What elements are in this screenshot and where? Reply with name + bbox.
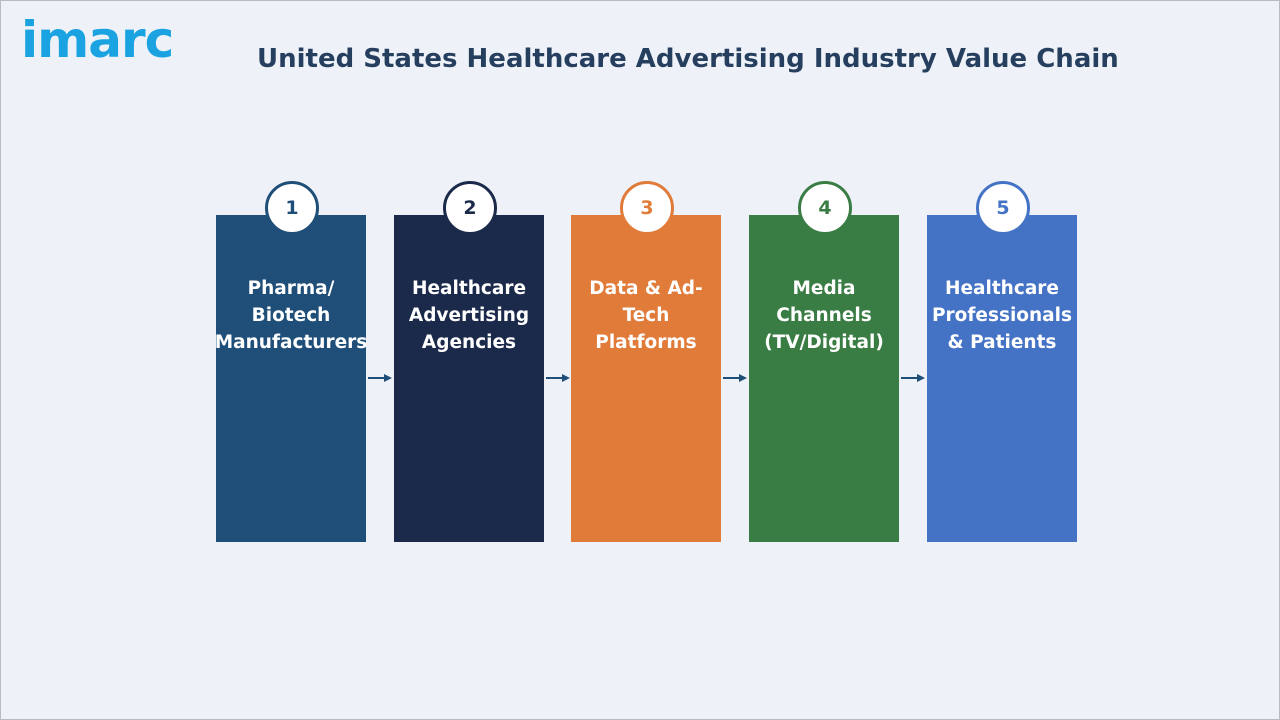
stage-4-label: Media Channels (TV/Digital) bbox=[764, 277, 884, 353]
stage-4-number: 4 bbox=[798, 181, 852, 235]
stage-1-number: 1 bbox=[265, 181, 319, 235]
stage-4-box bbox=[749, 215, 899, 542]
arrow-2-to-3 bbox=[546, 374, 570, 382]
arrow-3-to-4 bbox=[723, 374, 747, 382]
stage-3-label: Data & Ad- Tech Platforms bbox=[589, 277, 703, 353]
stage-2: Healthcare Advertising Agencies 2 bbox=[394, 181, 544, 542]
arrow-4-to-5 bbox=[901, 374, 925, 382]
stage-1-label: Pharma/ Biotech Manufacturers bbox=[214, 277, 368, 353]
imarc-logo: imarc bbox=[21, 11, 174, 69]
stage-5-box bbox=[927, 215, 1077, 542]
stage-4: Media Channels (TV/Digital) 4 bbox=[749, 181, 899, 542]
stage-3-box bbox=[571, 215, 721, 542]
stage-3: Data & Ad- Tech Platforms 3 bbox=[571, 181, 721, 542]
stage-2-label: Healthcare Advertising Agencies bbox=[408, 277, 530, 353]
stage-2-box bbox=[394, 215, 544, 542]
stage-5-label: Healthcare Professionals & Patients bbox=[931, 277, 1073, 353]
stage-5-number: 5 bbox=[976, 181, 1030, 235]
stage-5: Healthcare Professionals & Patients 5 bbox=[927, 181, 1077, 542]
stage-1-box bbox=[216, 215, 366, 542]
stage-1: Pharma/ Biotech Manufacturers 1 bbox=[214, 181, 368, 542]
value-chain: Pharma/ Biotech Manufacturers 1 Healthca… bbox=[214, 181, 1077, 543]
arrow-1-to-2 bbox=[368, 374, 392, 382]
stage-2-number: 2 bbox=[443, 181, 497, 235]
page-title: United States Healthcare Advertising Ind… bbox=[257, 44, 1119, 74]
stage-3-number: 3 bbox=[620, 181, 674, 235]
